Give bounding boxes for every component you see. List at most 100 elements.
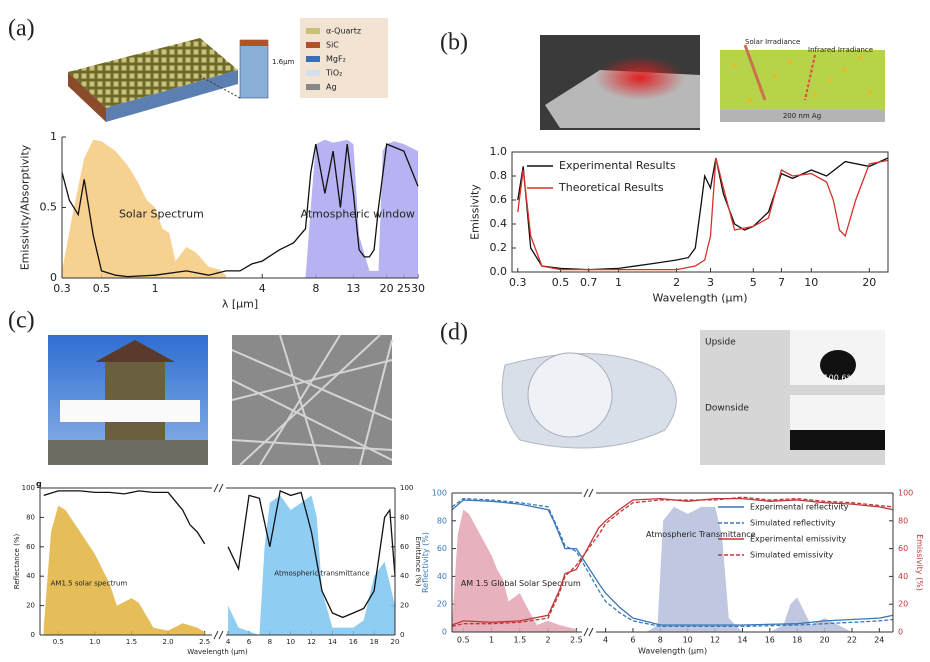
y-tick-label: 0 <box>400 631 404 639</box>
area <box>62 139 226 278</box>
ray <box>804 54 816 101</box>
ray-label: Infrared Irradiance <box>808 46 873 54</box>
x-tick-label: 0.7 <box>580 276 598 289</box>
line <box>451 497 894 626</box>
x-tick-label: 4 <box>226 638 231 646</box>
y-tick-label: 0.5 <box>40 201 58 214</box>
y-tick-label: 40 <box>898 572 908 581</box>
line <box>451 497 894 628</box>
y-tick-label: 100 <box>898 489 913 498</box>
layer-name: 200 nm Ag <box>783 112 821 120</box>
y2-axis-label: Emissivity (%) <box>915 534 924 591</box>
swatch <box>306 56 320 62</box>
y-tick-label: 40 <box>400 572 409 580</box>
line <box>61 143 419 278</box>
x-tick-label: 20 <box>380 282 394 295</box>
y-tick-label: 20 <box>898 600 908 609</box>
x-tick-label: 20 <box>819 636 829 645</box>
x-tick-label: 10 <box>804 276 818 289</box>
x-axis-label: λ [μm] <box>222 297 258 310</box>
line <box>451 499 894 626</box>
x-tick-label: 13 <box>346 282 360 295</box>
area-label: Atmospheric Transmittance <box>646 530 756 539</box>
particles <box>733 56 872 102</box>
legend-label: Simulated reflectivity <box>750 519 836 528</box>
y-tick-label: 0.0 <box>490 265 508 278</box>
x-tick-label: 2 <box>546 636 551 645</box>
x-tick-label: 0.5 <box>457 636 470 645</box>
side-label: Upside <box>705 338 736 348</box>
y-tick-label: 0 <box>442 628 447 637</box>
silver-layer <box>720 110 885 122</box>
chart: 0.5 1 1.5 2 2.5 4 6 8 10 12 14 16 18 20 22 24 0 20 40 60 80 1… <box>421 489 924 656</box>
layer-name: MgF₂ <box>326 55 346 64</box>
thickness: 1.6μm <box>272 58 295 66</box>
chart: 0.3 0.5 0.7 1 2 3 5 7 10 20 0.0 0.2 0.4 0.6 0.8 1.0 Wave… <box>469 145 889 304</box>
x-tick-label: 3 <box>707 276 714 289</box>
x-axis-label: Wavelength (μm) <box>187 648 248 656</box>
x-tick-label: 1.5 <box>126 638 137 646</box>
x-tick-label: 18 <box>370 638 379 646</box>
swatch <box>306 84 320 90</box>
legend-label: Experimental Results <box>559 159 676 172</box>
y-tick-label: 60 <box>437 544 447 553</box>
layer-name: Ag <box>326 83 337 92</box>
line <box>227 489 396 619</box>
heat-glow <box>595 56 685 100</box>
area <box>305 139 418 278</box>
x-tick-label: 18 <box>792 636 802 645</box>
x-tick-label: 0.3 <box>53 282 71 295</box>
swatch <box>306 70 320 76</box>
x-tick-label: 1.0 <box>89 638 100 646</box>
y-tick-label: 40 <box>437 572 447 581</box>
ray <box>743 44 767 101</box>
axis-break <box>213 630 224 640</box>
x-tick-label: 1 <box>152 282 159 295</box>
y-tick-label: 60 <box>400 543 409 551</box>
x-tick-label: 4 <box>259 282 266 295</box>
legend-label: Experimental reflectivity <box>750 503 849 512</box>
y-tick-label: 0.8 <box>490 169 508 182</box>
droplet <box>820 350 856 380</box>
axis-break <box>213 483 224 493</box>
line <box>517 157 889 271</box>
y-tick-label: 0.2 <box>490 241 508 254</box>
x-tick-label: 22 <box>847 636 857 645</box>
roof <box>95 340 175 362</box>
x-tick-label: 1 <box>489 636 494 645</box>
layer-name: SiC <box>326 41 339 50</box>
axis-break <box>583 488 594 498</box>
x-tick-label: 8 <box>312 282 319 295</box>
line <box>517 157 889 271</box>
x-tick-label: 24 <box>874 636 884 645</box>
y-tick-label: 0 <box>898 628 903 637</box>
ray-label: Solar Irradiance <box>745 38 800 46</box>
x-tick-label: 10 <box>683 636 693 645</box>
axis-break <box>583 627 594 637</box>
x-tick-label: 12 <box>710 636 720 645</box>
x-tick-label: 4 <box>603 636 608 645</box>
area-label: Atmospheric window <box>301 208 415 221</box>
y-tick-label: 20 <box>26 602 35 610</box>
y-tick-label: 100 <box>400 484 413 492</box>
y-tick-label: 100 <box>22 484 35 492</box>
y-tick-label: 100 <box>432 489 447 498</box>
y-tick-label: 0.4 <box>490 217 508 230</box>
wetted-surface <box>790 430 885 450</box>
area <box>43 505 205 635</box>
panel-label: (b) <box>440 30 468 56</box>
side-label: Downside <box>705 404 749 414</box>
panel-label: (a) <box>8 16 35 42</box>
x-tick-label: 2 <box>673 276 680 289</box>
x-tick-label: 25 <box>397 282 411 295</box>
block-side <box>68 72 106 122</box>
swatch <box>306 28 320 34</box>
x-tick-label: 16 <box>765 636 775 645</box>
x-tick-label: 10 <box>286 638 295 646</box>
x-tick-label: 2.5 <box>570 636 583 645</box>
x-tick-label: 6 <box>630 636 635 645</box>
y-tick-label: 0.6 <box>490 193 508 206</box>
x-tick-label: 2.5 <box>199 638 210 646</box>
legend-label: Simulated emissivity <box>750 551 834 560</box>
